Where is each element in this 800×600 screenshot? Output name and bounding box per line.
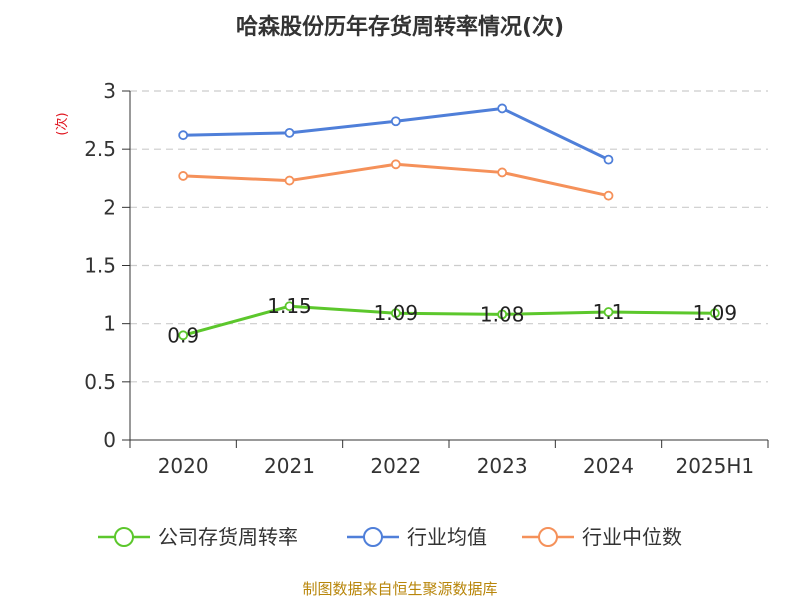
series-point-1 <box>390 116 401 127</box>
series-point-1 <box>284 127 295 138</box>
legend-marker <box>114 527 134 547</box>
y-tick-label: 1 <box>103 312 116 336</box>
series-point-1 <box>497 103 508 114</box>
y-tick-label: 1.5 <box>84 254 116 278</box>
legend-item-0[interactable]: 公司存货周转率 <box>98 525 298 549</box>
axes: 0 0.5 1 1.5 2 2.5 3 2020 2021 2022 2023 2024 2025H1 <box>84 79 769 478</box>
series-line-1 <box>183 106 610 161</box>
x-tick-label: 2022 <box>370 454 421 478</box>
data-label: 1.09 <box>374 301 419 325</box>
chart-title: 哈森股份历年存货周转率情况(次) <box>236 14 564 40</box>
y-tick-label: 0 <box>103 428 116 452</box>
x-tick-label: 2023 <box>477 454 528 478</box>
data-label: 1.15 <box>267 294 312 318</box>
data-label: 1.1 <box>593 300 625 324</box>
legend-label: 行业均值 <box>407 525 487 549</box>
series-point-2 <box>603 190 614 201</box>
legend-marker <box>538 527 558 547</box>
series-point-0 <box>497 309 508 320</box>
series-point-2 <box>497 167 508 178</box>
series-line-0 <box>182 304 715 337</box>
data-label: 1.09 <box>693 301 738 325</box>
series-point-2 <box>390 159 401 170</box>
legend-label: 行业中位数 <box>582 525 682 549</box>
legend-item-2[interactable]: 行业中位数 <box>522 525 682 549</box>
series-point-1 <box>603 154 614 165</box>
x-tick-label: 2025H1 <box>675 454 754 478</box>
legend-label: 公司存货周转率 <box>158 525 298 549</box>
grid <box>130 90 768 383</box>
series-point-0 <box>390 308 401 319</box>
x-tick-label: 2021 <box>264 454 315 478</box>
series-point-0 <box>603 307 614 317</box>
legend-marker <box>363 527 383 547</box>
y-axis-label: (次) <box>54 112 70 135</box>
series-point-1 <box>178 130 189 141</box>
data-label: 1.08 <box>480 302 525 326</box>
legend-item-1[interactable]: 行业均值 <box>347 525 487 549</box>
y-tick-label: 3 <box>103 79 116 103</box>
x-tick-label: 2024 <box>583 454 634 478</box>
y-tick-label: 2.5 <box>84 137 116 161</box>
series-point-0 <box>284 301 295 312</box>
legend[interactable]: 公司存货周转率 行业均值 行业中位数 <box>98 525 682 549</box>
source-note: 制图数据来自恒生聚源数据库 <box>302 580 497 598</box>
y-tick-label: 2 <box>103 195 116 219</box>
data-label: 0.9 <box>167 323 199 347</box>
series-point-2 <box>178 171 189 181</box>
series-point-0 <box>178 330 189 341</box>
series-point-2 <box>284 175 295 186</box>
series <box>178 103 720 341</box>
x-tick-label: 2020 <box>158 454 209 478</box>
y-tick-label: 0.5 <box>84 370 116 394</box>
series-point-0 <box>709 308 720 319</box>
data-labels: 0.9 1.15 1.09 1.08 1.1 1.09 <box>167 294 737 347</box>
